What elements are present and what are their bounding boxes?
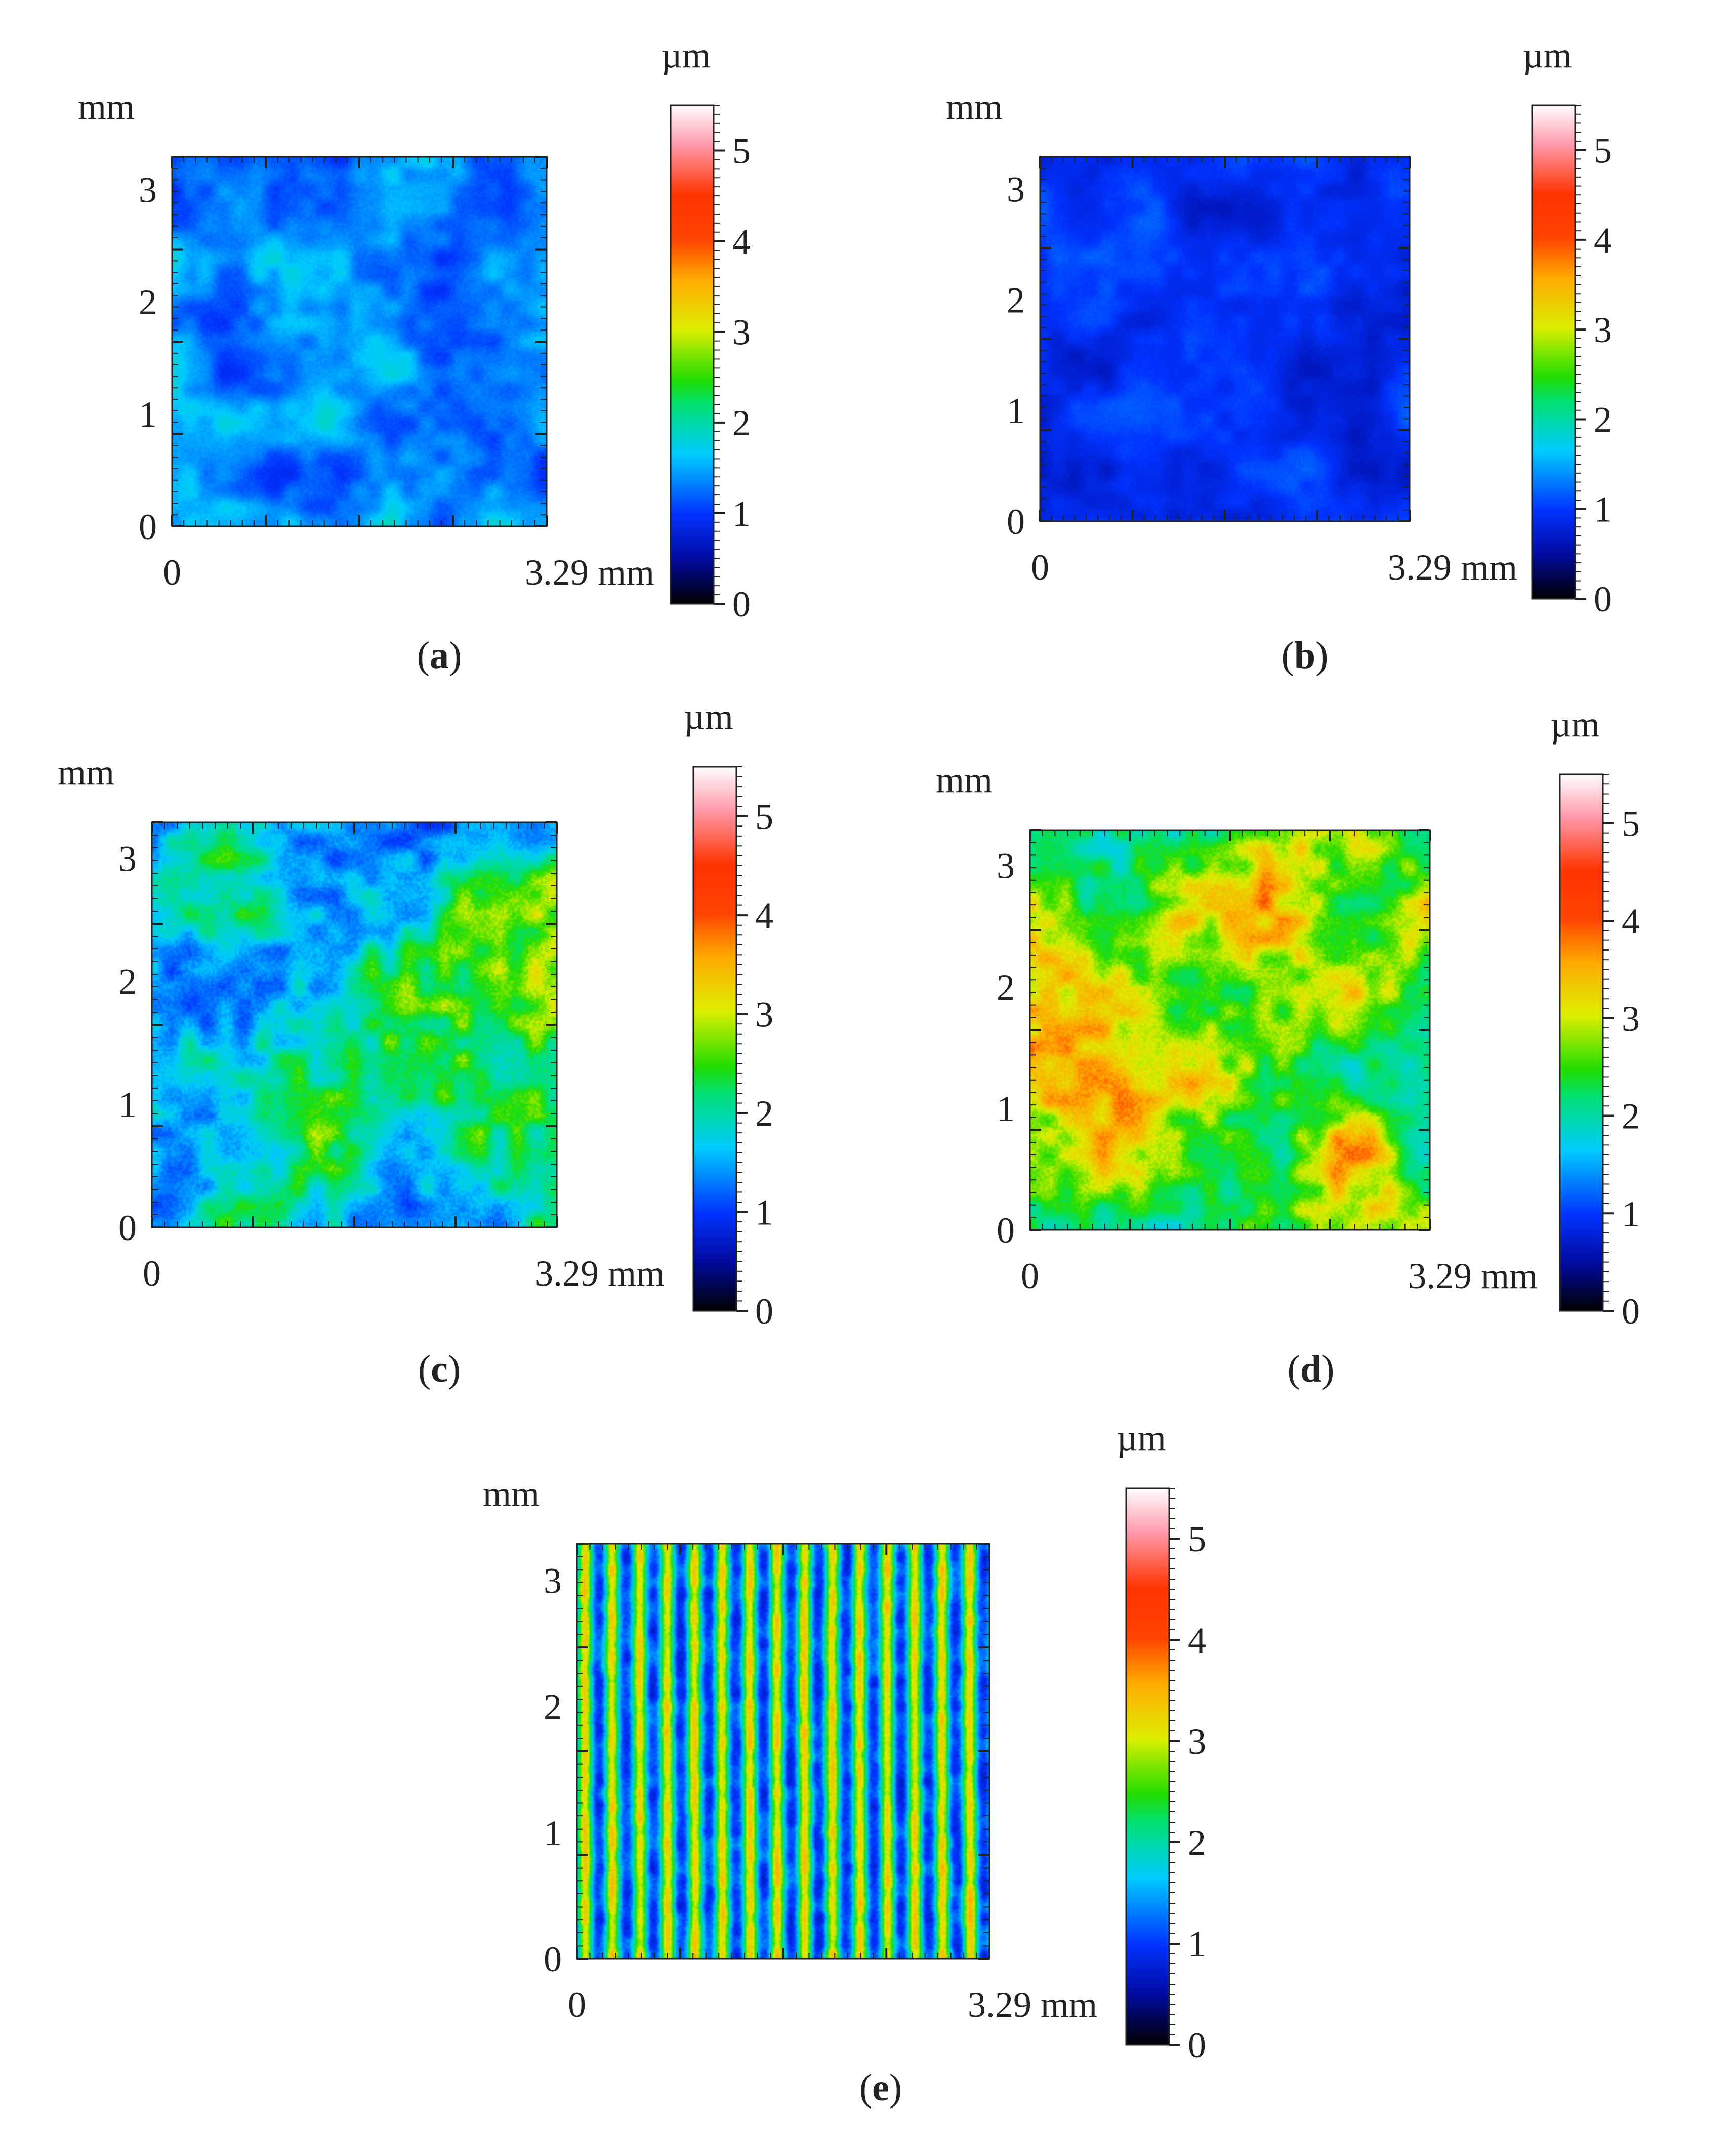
colorbar-unit: µm bbox=[684, 696, 733, 737]
colorbar-tick-label: 0 bbox=[1594, 579, 1612, 619]
panel-a: 0 1 2 3 0 3.29 mm mm 0 1 2 3 4 5 µm (a) bbox=[78, 35, 751, 677]
colorbar-tick-label: 2 bbox=[1622, 1096, 1640, 1137]
colorbar-tick-label: 3 bbox=[755, 995, 773, 1035]
heatmap-image bbox=[152, 822, 557, 1227]
y-axis-unit: mm bbox=[58, 752, 114, 793]
heatmap-image bbox=[1040, 157, 1410, 521]
y-axis-unit: mm bbox=[78, 87, 135, 127]
panel-e: 0 1 2 3 0 3.29 mm mm 0 1 2 3 4 5 µm (e) bbox=[483, 1418, 1206, 2109]
x-tick-label: 0 bbox=[1021, 1256, 1039, 1296]
y-tick-label: 3 bbox=[544, 1560, 562, 1601]
y-tick-label: 3 bbox=[1007, 169, 1025, 210]
panel-b: 0 1 2 3 0 3.29 mm mm 0 1 2 3 4 5 µm (b) bbox=[946, 35, 1612, 677]
x-tick-label: 0 bbox=[568, 1985, 586, 2025]
heatmap-image bbox=[172, 157, 547, 526]
colorbar bbox=[1125, 1487, 1170, 2046]
heatmap-image bbox=[577, 1544, 989, 1959]
colorbar bbox=[670, 104, 715, 605]
colorbar-tick-label: 3 bbox=[1594, 310, 1612, 350]
y-tick-label: 1 bbox=[544, 1813, 562, 1853]
panel-label: (c) bbox=[418, 1348, 461, 1390]
colorbar bbox=[1559, 773, 1604, 1312]
panel-label: (b) bbox=[1282, 634, 1329, 677]
panel-label: (a) bbox=[417, 634, 462, 677]
panel-d: 0 1 2 3 0 3.29 mm mm 0 1 2 3 4 5 µm (d) bbox=[936, 704, 1640, 1390]
colorbar-tick-label: 4 bbox=[1188, 1620, 1206, 1661]
colorbar-tick-label: 2 bbox=[1594, 399, 1612, 440]
x-tick-label: 0 bbox=[143, 1253, 161, 1294]
y-tick-label: 2 bbox=[1007, 280, 1025, 320]
colorbar-tick-label: 1 bbox=[1594, 489, 1612, 530]
x-tick-label: 3.29 mm bbox=[535, 1253, 665, 1294]
colorbar-tick-label: 4 bbox=[1622, 901, 1640, 941]
colorbar-tick-label: 0 bbox=[732, 584, 751, 625]
y-tick-label: 2 bbox=[118, 962, 137, 1002]
y-tick-label: 1 bbox=[118, 1085, 137, 1125]
colorbar-unit: µm bbox=[661, 35, 711, 75]
colorbar-tick-label: 1 bbox=[1188, 1924, 1206, 1964]
colorbar bbox=[692, 766, 737, 1312]
colorbar-tick-label: 2 bbox=[1188, 1823, 1206, 1863]
colorbar-unit: µm bbox=[1117, 1418, 1166, 1458]
colorbar-tick-label: 5 bbox=[1188, 1519, 1206, 1559]
colorbar-tick-label: 0 bbox=[1188, 2025, 1206, 2066]
colorbar-tick-label: 5 bbox=[1594, 131, 1612, 171]
x-tick-label: 3.29 mm bbox=[968, 1985, 1097, 2025]
colorbar-tick-label: 3 bbox=[732, 312, 751, 353]
colorbar-tick-label: 5 bbox=[732, 131, 751, 172]
y-tick-label: 0 bbox=[997, 1210, 1015, 1251]
y-axis-unit: mm bbox=[936, 760, 993, 800]
y-tick-label: 2 bbox=[544, 1687, 562, 1727]
y-tick-label: 2 bbox=[139, 282, 157, 322]
y-tick-label: 0 bbox=[139, 507, 157, 547]
colorbar bbox=[1531, 104, 1576, 600]
colorbar-tick-label: 1 bbox=[1622, 1193, 1640, 1234]
heatmap-image bbox=[1030, 830, 1430, 1230]
panel-c: 0 1 2 3 0 3.29 mm mm 0 1 2 3 4 5 µm (c) bbox=[58, 696, 773, 1390]
x-tick-label: 3.29 mm bbox=[525, 552, 654, 593]
colorbar-tick-label: 5 bbox=[1622, 803, 1640, 844]
y-tick-label: 0 bbox=[118, 1208, 137, 1248]
colorbar-tick-label: 4 bbox=[755, 895, 773, 936]
panel-label: (e) bbox=[859, 2067, 902, 2109]
colorbar-tick-label: 3 bbox=[1188, 1721, 1206, 1762]
y-tick-label: 1 bbox=[139, 394, 157, 435]
colorbar-tick-label: 0 bbox=[1622, 1291, 1640, 1332]
y-tick-label: 1 bbox=[997, 1089, 1015, 1129]
y-tick-label: 1 bbox=[1007, 391, 1025, 431]
y-tick-label: 0 bbox=[1007, 502, 1025, 542]
colorbar-tick-label: 3 bbox=[1622, 999, 1640, 1039]
colorbar-tick-label: 5 bbox=[755, 797, 773, 837]
colorbar-unit: µm bbox=[1522, 35, 1572, 75]
colorbar-tick-label: 1 bbox=[755, 1192, 773, 1233]
y-axis-unit: mm bbox=[946, 87, 1003, 127]
colorbar-tick-label: 4 bbox=[1594, 220, 1612, 261]
colorbar-tick-label: 4 bbox=[732, 222, 751, 262]
colorbar-tick-label: 2 bbox=[732, 403, 751, 443]
y-tick-label: 3 bbox=[997, 846, 1015, 886]
colorbar-unit: µm bbox=[1550, 704, 1600, 745]
y-tick-label: 3 bbox=[139, 170, 157, 210]
colorbar-tick-label: 0 bbox=[755, 1291, 773, 1332]
x-tick-label: 0 bbox=[1031, 547, 1049, 588]
x-tick-label: 0 bbox=[163, 552, 181, 593]
y-tick-label: 3 bbox=[118, 839, 137, 879]
y-axis-unit: mm bbox=[483, 1473, 540, 1514]
x-tick-label: 3.29 mm bbox=[1408, 1256, 1538, 1296]
x-tick-label: 3.29 mm bbox=[1388, 547, 1517, 588]
y-tick-label: 2 bbox=[997, 967, 1015, 1008]
panel-label: (d) bbox=[1288, 1348, 1335, 1390]
colorbar-tick-label: 2 bbox=[755, 1093, 773, 1134]
y-tick-label: 0 bbox=[544, 1939, 562, 1979]
colorbar-tick-label: 1 bbox=[732, 493, 751, 534]
